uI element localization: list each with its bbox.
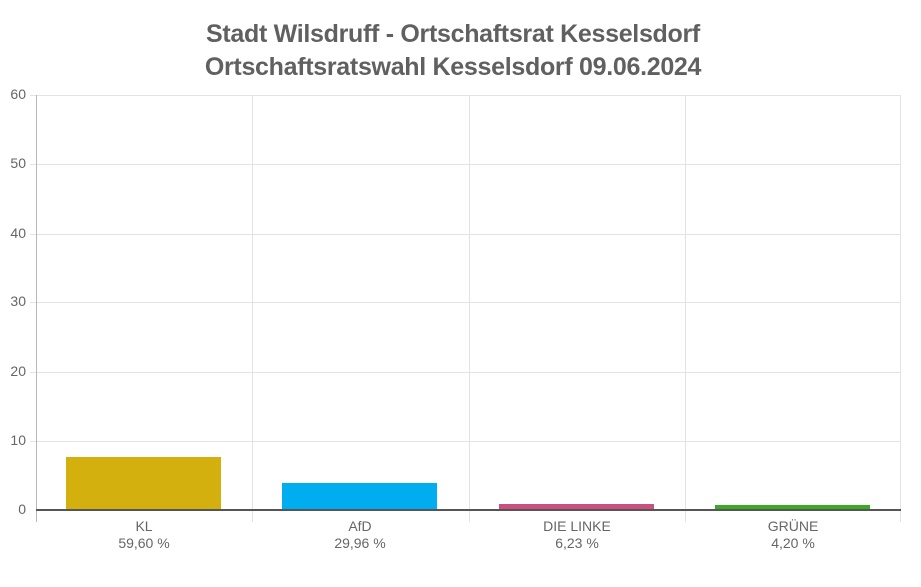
party-name: AfD [348,518,372,534]
x-label-die-linke: DIE LINKE 6,23 % [469,518,685,552]
x-label-gruene: GRÜNE 4,20 % [685,518,901,552]
party-percent: 59,60 % [118,535,170,551]
bar-afd[interactable] [282,483,437,509]
y-tick-label: 10 [10,432,26,448]
y-axis-line [36,95,37,522]
gridline-20 [30,372,901,373]
party-name: DIE LINKE [543,518,611,534]
vgridline [685,95,686,522]
bar-gruene[interactable] [715,505,870,509]
chart-title-line2: Ortschaftsratswahl Kesselsdorf 09.06.202… [204,53,702,81]
y-tick-label: 40 [10,225,26,241]
plot-area: 60 50 40 30 20 10 0 KL 59,60 % AfD 29,96… [10,86,901,551]
x-axis-baseline [36,509,901,511]
vgridline [469,95,470,522]
vgridline [900,95,901,522]
vgridline [252,95,253,522]
x-label-kl: KL 59,60 % [36,518,252,552]
party-percent: 4,20 % [771,535,815,551]
x-label-afd: AfD 29,96 % [252,518,468,552]
y-tick-label: 20 [10,363,26,379]
bar-kl[interactable] [66,457,221,509]
y-tick-label: 60 [10,86,26,102]
y-tick-label: 0 [18,501,26,517]
gridline-40 [30,234,901,235]
bar-die-linke[interactable] [499,503,654,509]
party-percent: 29,96 % [334,535,386,551]
y-tick-label: 30 [10,293,26,309]
gridline-30 [30,302,901,303]
gridline-10 [30,441,901,442]
gridline-60 [30,95,901,96]
chart-title-line1: Stadt Wilsdruff - Ortschaftsrat Kesselsd… [206,20,700,48]
party-name: GRÜNE [767,518,819,534]
party-percent: 6,23 % [555,535,599,551]
gridline-50 [30,164,901,165]
party-name: KL [135,518,153,534]
y-tick-label: 50 [10,155,26,171]
